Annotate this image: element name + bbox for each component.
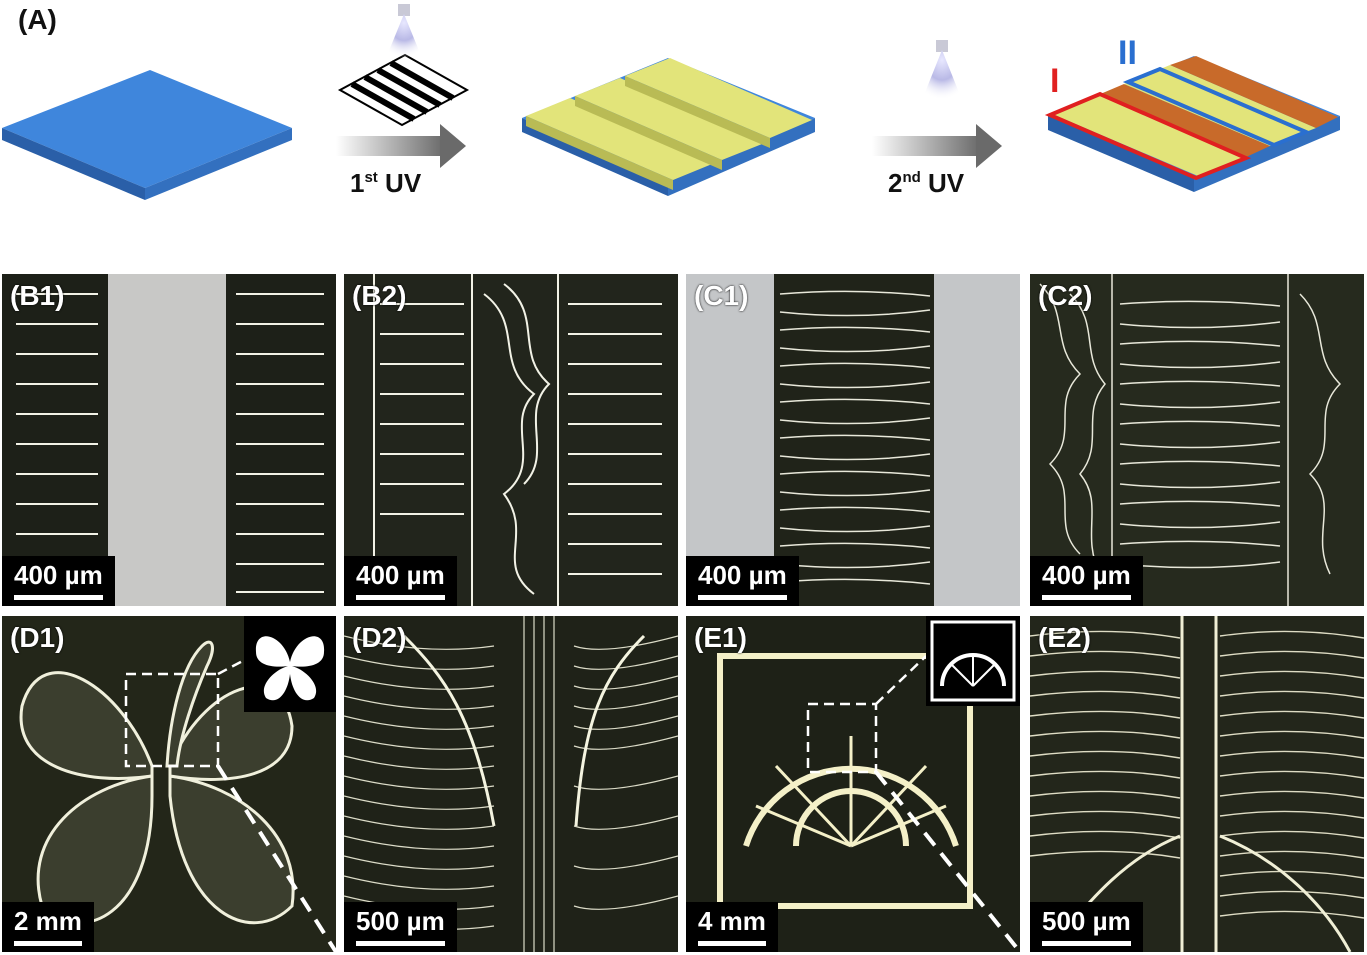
panel-b1-label: (B1) bbox=[10, 280, 65, 311]
panel-e2-scale-text: 500 µm bbox=[1042, 906, 1131, 936]
b2-micrograph bbox=[344, 274, 678, 606]
panel-d1-label: (D1) bbox=[10, 622, 65, 653]
e2-micrograph bbox=[1030, 616, 1364, 952]
region-i-label: I bbox=[1050, 62, 1060, 100]
panel-e2-scale-bar bbox=[1042, 941, 1131, 946]
arrow-1-icon bbox=[336, 124, 466, 168]
patterned-substrate bbox=[522, 58, 815, 196]
panel-e1-scale: 4 mm bbox=[686, 902, 778, 952]
panel-e1: (E1) 4 mm bbox=[686, 616, 1020, 952]
panel-d1: (D1) 2 mm bbox=[2, 616, 336, 952]
panel-d1-scale-text: 2 mm bbox=[14, 906, 82, 936]
panel-b2-scale-bar bbox=[356, 595, 445, 600]
b1-micrograph bbox=[2, 274, 336, 606]
panel-c1-scale-bar bbox=[698, 595, 787, 600]
panel-d2-scale-bar bbox=[356, 941, 445, 946]
panel-b2-label: (B2) bbox=[352, 280, 407, 311]
panel-c2-label: (C2) bbox=[1038, 280, 1093, 311]
panel-b1: (B1) 400 µm bbox=[2, 274, 336, 606]
panel-e1-scale-bar bbox=[698, 941, 766, 946]
panel-d1-scale: 2 mm bbox=[2, 902, 94, 952]
panel-d2-scale-text: 500 µm bbox=[356, 906, 445, 936]
final-substrate bbox=[1044, 56, 1340, 192]
panel-c2: (C2) 400 µm bbox=[1030, 274, 1364, 606]
uv-lamp-2-icon bbox=[922, 40, 962, 100]
uv-lamp-icon bbox=[386, 4, 422, 58]
panel-d2-label: (D2) bbox=[352, 622, 407, 653]
d2-micrograph bbox=[344, 616, 678, 952]
panel-d2-scale: 500 µm bbox=[344, 902, 457, 952]
region-ii-label: II bbox=[1118, 34, 1137, 72]
panel-b2: (B2) 400 µm bbox=[344, 274, 678, 606]
panel-b1-scale: 400 µm bbox=[2, 556, 115, 606]
panel-b1-scale-bar bbox=[14, 595, 103, 600]
pattern-mask-inset bbox=[926, 616, 1020, 706]
panel-c1-scale-text: 400 µm bbox=[698, 560, 787, 590]
panel-b2-scale: 400 µm bbox=[344, 556, 457, 606]
panel-a-schematic bbox=[2, 4, 1340, 200]
panel-c1: (C1) 400 µm bbox=[686, 274, 1020, 606]
first-uv-label: 1st UV bbox=[350, 168, 422, 198]
panel-e1-label: (E1) bbox=[694, 622, 747, 653]
blank-substrate bbox=[2, 70, 292, 200]
panel-e2-scale: 500 µm bbox=[1030, 902, 1143, 952]
panel-c2-scale-text: 400 µm bbox=[1042, 560, 1131, 590]
panel-e2: (E2) 500 µm bbox=[1030, 616, 1364, 952]
panel-c1-scale: 400 µm bbox=[686, 556, 799, 606]
arrow-2-icon bbox=[872, 124, 1002, 168]
c1-micrograph bbox=[774, 274, 934, 606]
photomask-icon bbox=[337, 53, 470, 127]
panel-b2-scale-text: 400 µm bbox=[356, 560, 445, 590]
panel-d2: (D2) 500 µm bbox=[344, 616, 678, 952]
panel-b1-scale-text: 400 µm bbox=[14, 560, 103, 590]
butterfly-icon bbox=[255, 636, 325, 701]
second-uv-label: 2nd UV bbox=[888, 168, 965, 198]
panel-a-label: (A) bbox=[18, 4, 57, 35]
panel-d1-scale-bar bbox=[14, 941, 82, 946]
panel-c1-label: (C1) bbox=[694, 280, 749, 311]
c2-micrograph bbox=[1030, 274, 1364, 606]
pattern-mask-icon bbox=[930, 620, 1016, 702]
panel-c2-scale-bar bbox=[1042, 595, 1131, 600]
panel-e1-scale-text: 4 mm bbox=[698, 906, 766, 936]
butterfly-mask-inset bbox=[244, 616, 336, 712]
panel-e2-label: (E2) bbox=[1038, 622, 1091, 653]
panel-c2-scale: 400 µm bbox=[1030, 556, 1143, 606]
